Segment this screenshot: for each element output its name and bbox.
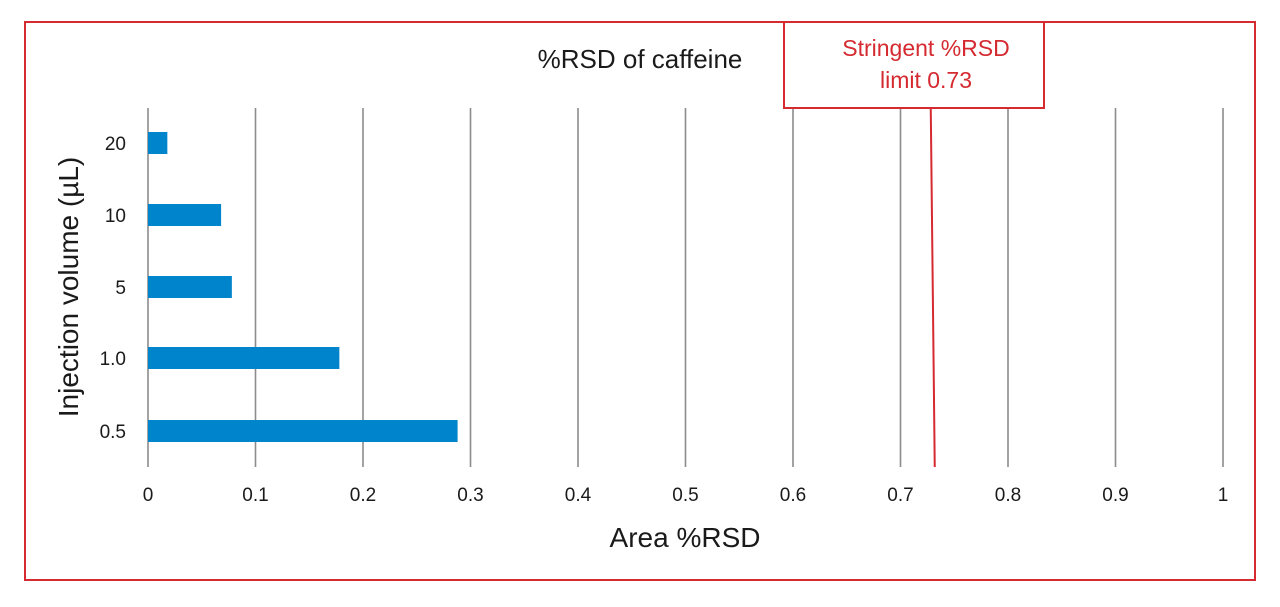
x-tick-label: 0.6 xyxy=(780,485,806,506)
y-tick-labels: 20 10 5 1.0 0.5 xyxy=(100,134,126,443)
y-axis-label: Injection volume (µL) xyxy=(53,157,84,417)
chart-frame xyxy=(24,21,1256,581)
x-tick-label: 1 xyxy=(1218,485,1229,506)
x-axis-label: Area %RSD xyxy=(610,522,761,553)
annotation-box xyxy=(783,21,1045,109)
x-tick-label: 0.5 xyxy=(672,485,698,506)
x-tick-label: 0.2 xyxy=(350,485,376,506)
reference-line xyxy=(929,107,936,468)
y-tick-label: 10 xyxy=(105,206,126,227)
gridlines xyxy=(147,108,1224,467)
y-tick-label: 20 xyxy=(105,134,126,155)
x-tick-labels: 0 0.1 0.2 0.3 0.4 0.5 0.6 0.7 0.8 0.9 1 xyxy=(143,485,1229,506)
bar xyxy=(148,347,340,369)
x-tick-label: 0.3 xyxy=(457,485,483,506)
bar xyxy=(148,132,168,154)
x-tick-label: 0.7 xyxy=(887,485,913,506)
reference-annotation: Stringent %RSD limit 0.73 xyxy=(783,21,1045,109)
bar xyxy=(148,204,222,226)
y-tick-label: 0.5 xyxy=(100,422,126,443)
annotation-line-2: limit 0.73 xyxy=(880,67,972,93)
annotation-line-1: Stringent %RSD xyxy=(842,35,1009,61)
reference-line-group xyxy=(929,107,936,468)
x-tick-label: 0.8 xyxy=(995,485,1021,506)
bars xyxy=(148,132,458,442)
x-tick-label: 0.9 xyxy=(1102,485,1128,506)
x-tick-label: 0.4 xyxy=(565,485,592,506)
x-tick-label: 0 xyxy=(143,485,154,506)
y-tick-label: 5 xyxy=(115,278,126,299)
x-tick-label: 0.1 xyxy=(242,485,268,506)
chart-title: %RSD of caffeine xyxy=(538,44,743,74)
bar xyxy=(148,276,232,298)
y-tick-label: 1.0 xyxy=(100,349,126,370)
bar xyxy=(148,420,458,442)
